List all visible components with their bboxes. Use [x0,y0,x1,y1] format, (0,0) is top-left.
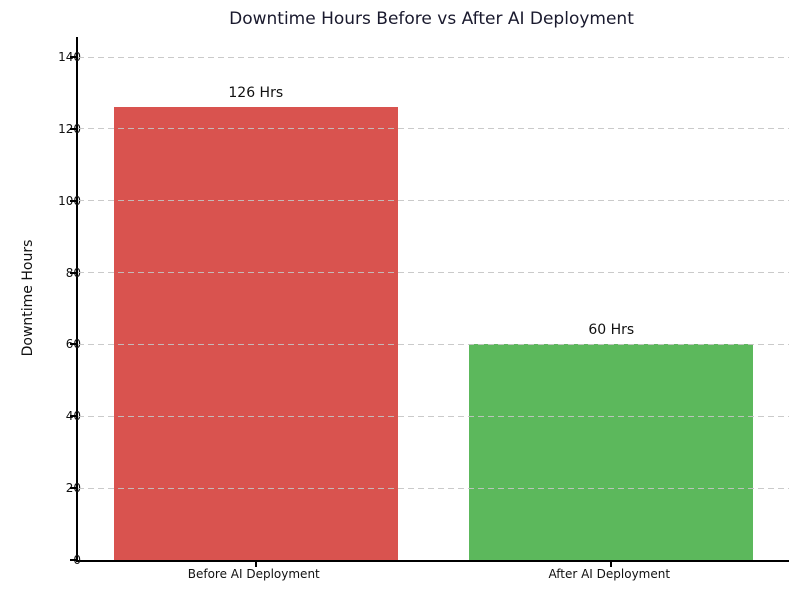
y-tick-120 [70,127,76,130]
chart-title: Downtime Hours Before vs After AI Deploy… [229,9,634,29]
x-tick-after-ai-deployment [610,562,613,567]
x-tick-label-before-ai-deployment: Before AI Deployment [187,567,320,581]
y-tick-140 [70,56,76,59]
bar-value-label-before-ai-deployment: 126 Hrs [228,85,284,102]
bar-value-label-after-ai-deployment: 60 Hrs [588,322,635,339]
gridline-y-40 [78,415,789,417]
gridline-y-100 [78,200,789,202]
y-tick-label-120: 120 [58,122,81,136]
y-tick-0 [70,559,76,561]
y-tick-label-0: 0 [73,553,81,567]
gridline-y-60 [78,343,789,345]
y-tick-20 [70,487,76,490]
x-tick-before-ai-deployment [254,562,257,567]
y-tick-100 [70,199,76,202]
bar-before-ai-deployment [113,107,398,560]
y-axis-label: Downtime Hours [20,239,36,357]
bar-after-ai-deployment [469,344,754,560]
plot-area: 126 Hrs 60 Hrs [70,37,789,567]
y-tick-label-140: 140 [58,50,81,64]
y-tick-60 [70,343,76,346]
y-tick-40 [70,415,76,418]
gridline-y-80 [78,272,789,274]
gridline-y-20 [78,487,789,489]
gridline-y-140 [78,56,789,58]
y-tick-label-100: 100 [58,194,81,208]
x-tick-label-after-ai-deployment: After AI Deployment [548,567,671,581]
y-tick-80 [70,271,76,274]
gridline-y-120 [78,128,789,130]
